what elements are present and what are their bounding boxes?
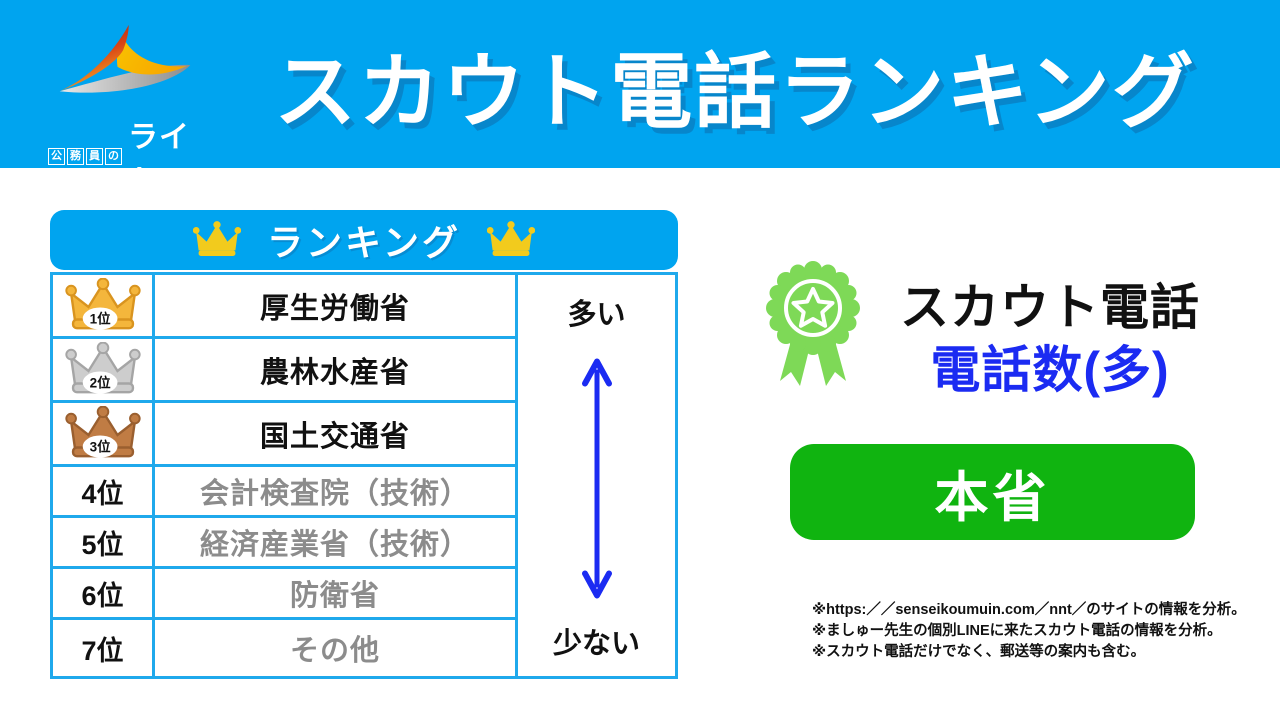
ranking-table-header: ランキング [50,210,678,270]
name-cell-1: 厚生労働省 [155,275,518,339]
name-cell-2: 農林水産省 [155,339,518,403]
page-title: スカウト電話ランキング [274,46,1196,138]
ministry-name: 経済産業省（技術） [199,529,470,561]
koumuin-light-logo: 公務員の ライト [42,24,202,198]
name-cell-4: 会計検査院（技術） [155,467,518,518]
logo-brand: ライト [128,121,190,198]
crown-icon [486,221,535,256]
footnote-1: ※https:／／senseikoumuin.com／nnt／のサイトの情報を分… [812,602,1246,618]
rank-cell-5: 5位 [53,518,155,569]
svg-text:2位: 2位 [89,374,111,390]
ranking-title: ランキング [267,222,461,263]
rank-cell-7: 7位 [53,620,155,676]
footnote-2: ※ましゅー先生の個別LINEに来たスカウト電話の情報を分析。 [812,623,1222,639]
name-cell-5: 経済産業省（技術） [155,518,518,569]
rank-number: 6位 [81,580,124,611]
ministry-name: 国土交通省 [259,420,410,453]
svg-text:1位: 1位 [89,310,111,326]
logo-text: 公務員の ライト [48,112,208,200]
footnote-3: ※スカウト電話だけでなく、郵送等の案内も含む。 [812,644,1146,660]
footnotes: ※https:／／senseikoumuin.com／nnt／のサイトの情報を分… [812,600,1246,662]
ranking-table: 1位 厚生労働省 多い 少ない 2位 [50,272,678,679]
gold-crown-icon: 1位 [64,277,141,330]
crown-icon [193,221,242,256]
scale-top-label: 多い [567,299,626,331]
legend-subtitle: 電話数(多) [930,342,1170,398]
ministry-name: その他 [289,635,380,667]
ministry-name: 会計検査院（技術） [199,478,470,510]
legend-title: スカウト電話 [899,281,1200,335]
svg-text:3位: 3位 [89,438,111,454]
scale-column: 多い 少ない [518,275,675,676]
logo-flame-icon [59,24,191,93]
rank-cell-2: 2位 [53,339,155,403]
name-cell-3: 国土交通省 [155,403,518,467]
logo-small-text: 公務員の [48,147,122,165]
rank-cell-4: 4位 [53,467,155,518]
scale-bottom-label: 少ない [552,628,640,660]
header-band: 公務員の ライト スカウト電話ランキング [0,0,1280,198]
name-cell-6: 防衛省 [155,569,518,620]
ministry-name: 防衛省 [289,580,380,612]
rank-cell-6: 6位 [53,569,155,620]
medal-rosette-icon [766,261,860,386]
ministry-name: 農林水産省 [259,356,410,389]
rank-number: 4位 [81,478,124,509]
name-cell-7: その他 [155,620,518,676]
silver-crown-icon: 2位 [64,341,141,394]
ministry-name: 厚生労働省 [259,292,410,325]
rank-number: 5位 [81,529,124,560]
rank-cell-1: 1位 [53,275,155,339]
rank-cell-3: 3位 [53,403,155,467]
bronze-crown-icon: 3位 [64,405,141,458]
honsho-button[interactable]: 本省 [790,444,1195,540]
rank-number: 7位 [81,635,124,666]
updown-arrow-icon [581,358,612,599]
